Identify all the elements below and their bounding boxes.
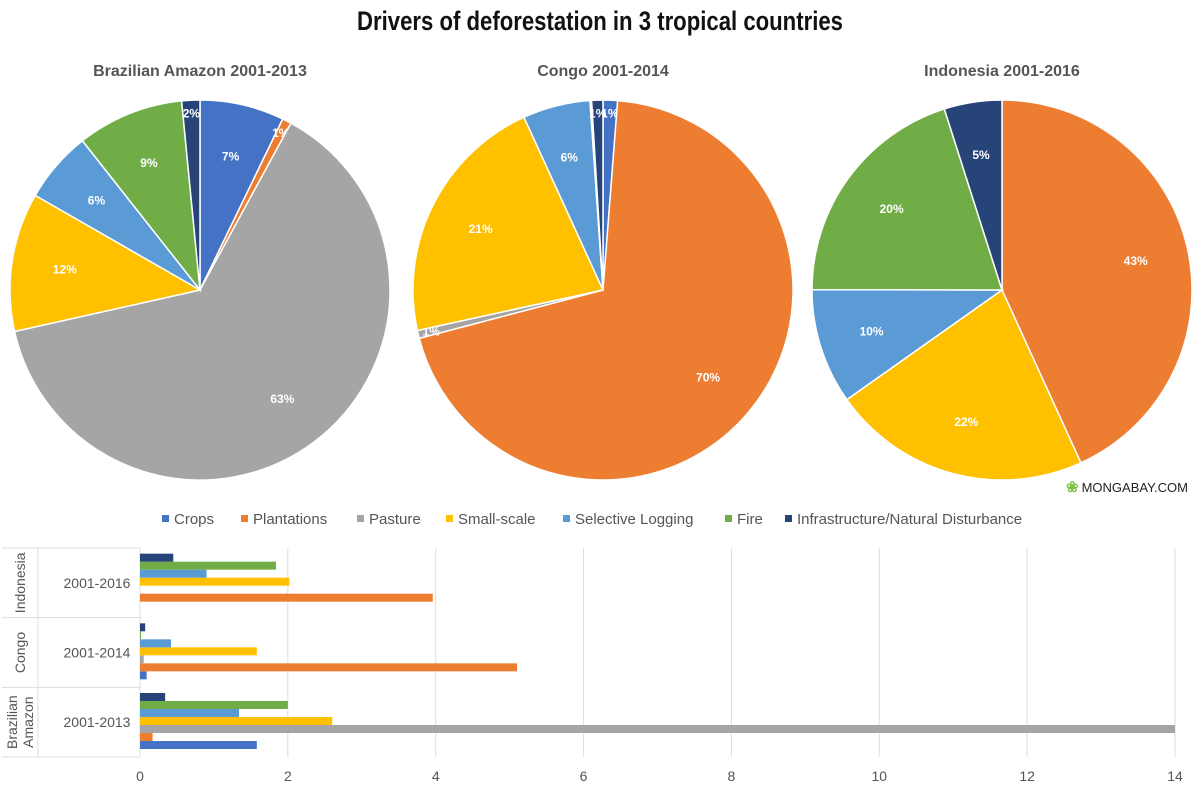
legend-swatch	[241, 515, 248, 522]
group-label-line: Congo	[12, 632, 28, 673]
group-label: Brazilian Amazon	[4, 695, 36, 749]
legend: Crops Plantations Pasture Small-scale Select…	[162, 511, 1022, 528]
pie-data-label: 21%	[469, 222, 493, 236]
pie-0: Brazilian Amazon 2001-20137%1%63%12%6%9%…	[9, 63, 391, 481]
bar	[140, 561, 277, 570]
bar	[140, 577, 290, 586]
bar	[140, 741, 257, 749]
bar	[140, 671, 147, 680]
pie-data-label: 9%	[140, 156, 158, 170]
pie-data-label: 5%	[972, 148, 990, 162]
pie-slice	[13, 122, 391, 481]
x-tick-label: 2	[284, 768, 292, 784]
legend-swatch	[725, 515, 732, 522]
legend-label: Selective Logging	[575, 511, 693, 528]
pie-data-label: 1%	[589, 106, 607, 120]
category-label: 2001-2014	[64, 645, 131, 661]
pie-data-label: 10%	[860, 324, 884, 338]
bar	[140, 623, 146, 632]
bar	[140, 639, 172, 648]
bar	[140, 709, 240, 717]
x-tick-label: 10	[871, 768, 887, 784]
legend-label: Infrastructure/Natural Disturbance	[797, 511, 1022, 528]
bar-chart: 0 2 4 6 8 10 12 14 2001-2013 Brazilian Amazon 2001-…	[2, 547, 1183, 784]
legend-swatch	[162, 515, 169, 522]
group-label: Indonesia	[12, 552, 28, 613]
pie-slice	[412, 116, 605, 332]
pie-data-label: 6%	[88, 194, 106, 208]
legend-label: Fire	[737, 511, 763, 528]
group-label-line: Amazon	[20, 696, 36, 747]
pie-slice	[590, 99, 604, 291]
group-label-line: Brazilian	[4, 695, 20, 749]
pie-title: Brazilian Amazon 2001-2013	[93, 63, 307, 80]
x-tick-label: 6	[580, 768, 588, 784]
bar	[140, 655, 144, 664]
pie-data-label: 63%	[270, 392, 294, 406]
pie-data-label: 1%	[601, 106, 619, 120]
legend-label: Pasture	[369, 511, 421, 528]
pie-slice	[943, 99, 1003, 291]
pie-title: Indonesia 2001-2016	[924, 63, 1080, 80]
bar	[140, 733, 153, 741]
bar	[140, 593, 433, 602]
group-label: Congo	[12, 632, 28, 673]
pie-slice	[180, 99, 201, 291]
x-tick-label: 8	[728, 768, 736, 784]
pie-2: Indonesia 2001-2016 43% 22% 10% 20% 5%	[811, 63, 1193, 481]
pie-data-label: 12%	[53, 262, 77, 276]
pie-data-label: 2%	[183, 107, 201, 121]
bar	[140, 553, 174, 562]
pie-slice	[1001, 99, 1193, 464]
chart-title: Drivers of deforestation in 3 tropical c…	[357, 6, 843, 36]
logo-text: MONGABAY.COM	[1081, 479, 1189, 495]
legend-swatch	[446, 515, 453, 522]
group-label-line: Indonesia	[12, 552, 28, 613]
pie-slice	[81, 100, 201, 293]
bar	[140, 663, 518, 672]
pie-data-label: 20%	[880, 202, 904, 216]
pie-slice	[845, 288, 1082, 481]
pie-data-label: 43%	[1124, 254, 1148, 268]
legend-swatch	[785, 515, 792, 522]
legend-label: Plantations	[253, 511, 327, 528]
bar	[140, 647, 257, 656]
x-tick-label: 0	[136, 768, 144, 784]
x-tick-label: 14	[1167, 768, 1183, 784]
category-label: 2001-2016	[64, 575, 131, 591]
mongabay-logo: ❀ MONGABAY.COM	[1066, 478, 1188, 496]
pie-slice	[418, 99, 794, 481]
legend-label: Crops	[174, 511, 214, 528]
bar	[140, 569, 207, 578]
pie-data-label: 7%	[222, 150, 240, 164]
legend-label: Small-scale	[458, 511, 536, 528]
bar	[140, 717, 333, 725]
pie-title: Congo 2001-2014	[537, 63, 669, 80]
pie-data-label: 22%	[954, 415, 978, 429]
bar	[140, 725, 1175, 733]
legend-swatch	[357, 515, 364, 522]
gecko-icon: ❀	[1066, 479, 1079, 496]
x-tick-label: 12	[1019, 768, 1035, 784]
bar	[140, 631, 141, 640]
pie-data-label: 70%	[696, 371, 720, 385]
legend-swatch	[563, 515, 570, 522]
bar	[140, 693, 166, 701]
bar	[140, 701, 288, 709]
pie-slice	[811, 288, 1005, 401]
category-label: 2001-2013	[64, 714, 131, 730]
pie-data-label: 6%	[561, 150, 579, 164]
pie-slice	[9, 194, 203, 333]
pie-slice	[811, 108, 1004, 291]
x-tick-label: 4	[432, 768, 440, 784]
